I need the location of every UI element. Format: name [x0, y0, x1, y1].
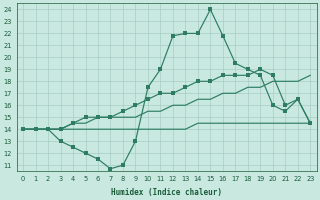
X-axis label: Humidex (Indice chaleur): Humidex (Indice chaleur): [111, 188, 222, 197]
